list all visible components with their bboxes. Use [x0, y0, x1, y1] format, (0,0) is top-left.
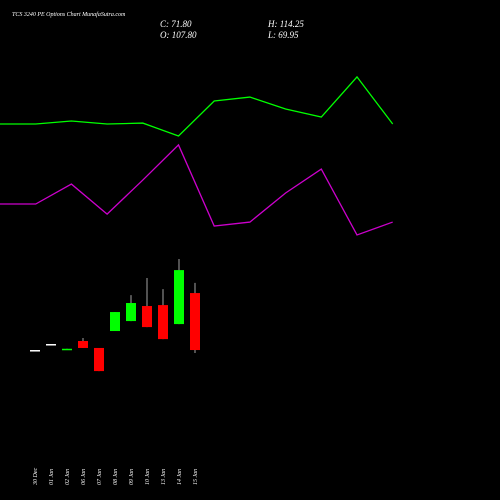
x-tick-label: 30 Dec [33, 468, 39, 486]
x-tick-label: 07 Jan [97, 469, 103, 485]
x-tick-label: 13 Jan [161, 469, 167, 485]
candle-body [174, 270, 184, 325]
candle-body [126, 303, 136, 322]
high-label: H: 114.25 [267, 19, 304, 29]
x-tick-label: 08 Jan [113, 469, 119, 485]
candle-body [142, 306, 152, 328]
x-tick-label: 15 Jan [193, 469, 199, 485]
open-label: O: 107.80 [160, 30, 197, 40]
x-tick-label: 06 Jan [81, 469, 87, 485]
candle-body [110, 312, 120, 332]
indicator-line [0, 75, 394, 137]
candle-body [62, 348, 72, 351]
x-tick-label: 01 Jan [49, 469, 55, 485]
chart-title: TCS 3240 PE Options Chart MunafaSutra.co… [12, 11, 126, 18]
low-label: L: 69.95 [267, 30, 299, 40]
candle-body [78, 341, 88, 348]
close-label: C: 71.80 [160, 19, 192, 29]
x-tick-label: 09 Jan [129, 469, 135, 485]
indicator-line [0, 143, 393, 236]
x-tick-label: 14 Jan [176, 469, 183, 485]
x-tick-label: 02 Jan [65, 469, 71, 485]
candle-body [30, 350, 40, 352]
candle-body [94, 347, 104, 372]
candle-body [190, 293, 200, 351]
candle-body [158, 305, 168, 340]
x-tick-label: 10 Jan [145, 469, 151, 485]
candle-body [46, 344, 56, 346]
